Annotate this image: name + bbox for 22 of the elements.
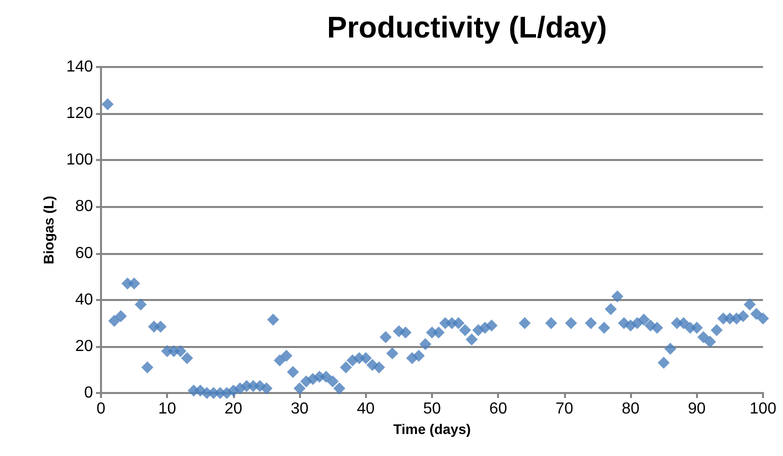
x-tick-label: 90 [688,400,706,418]
x-tick-label: 60 [489,400,508,418]
x-tick-label: 40 [356,400,375,418]
y-tick-label: 80 [75,198,94,216]
y-tick-label: 60 [75,244,94,262]
y-tick-label: 0 [84,384,94,402]
x-tick-label: 70 [556,400,574,418]
x-tick-label: 30 [290,400,309,418]
x-axis-title: Time (days) [393,420,471,437]
y-tick-label: 40 [75,291,94,308]
x-tick-label: 20 [224,400,242,418]
chart-title: Productivity (L/day) [326,12,608,44]
y-axis-title: Biogas (L) [40,196,56,264]
y-tick-label: 120 [66,105,94,122]
x-tick-label: 0 [96,400,106,418]
x-tick-label: 10 [158,400,176,418]
y-tick-label: 140 [66,58,94,76]
y-tick-label: 100 [66,152,94,169]
x-tick-label: 50 [423,400,441,418]
x-tick-label: 80 [622,400,640,418]
x-tick-label: 100 [750,400,776,418]
y-tick-label: 20 [75,338,94,355]
